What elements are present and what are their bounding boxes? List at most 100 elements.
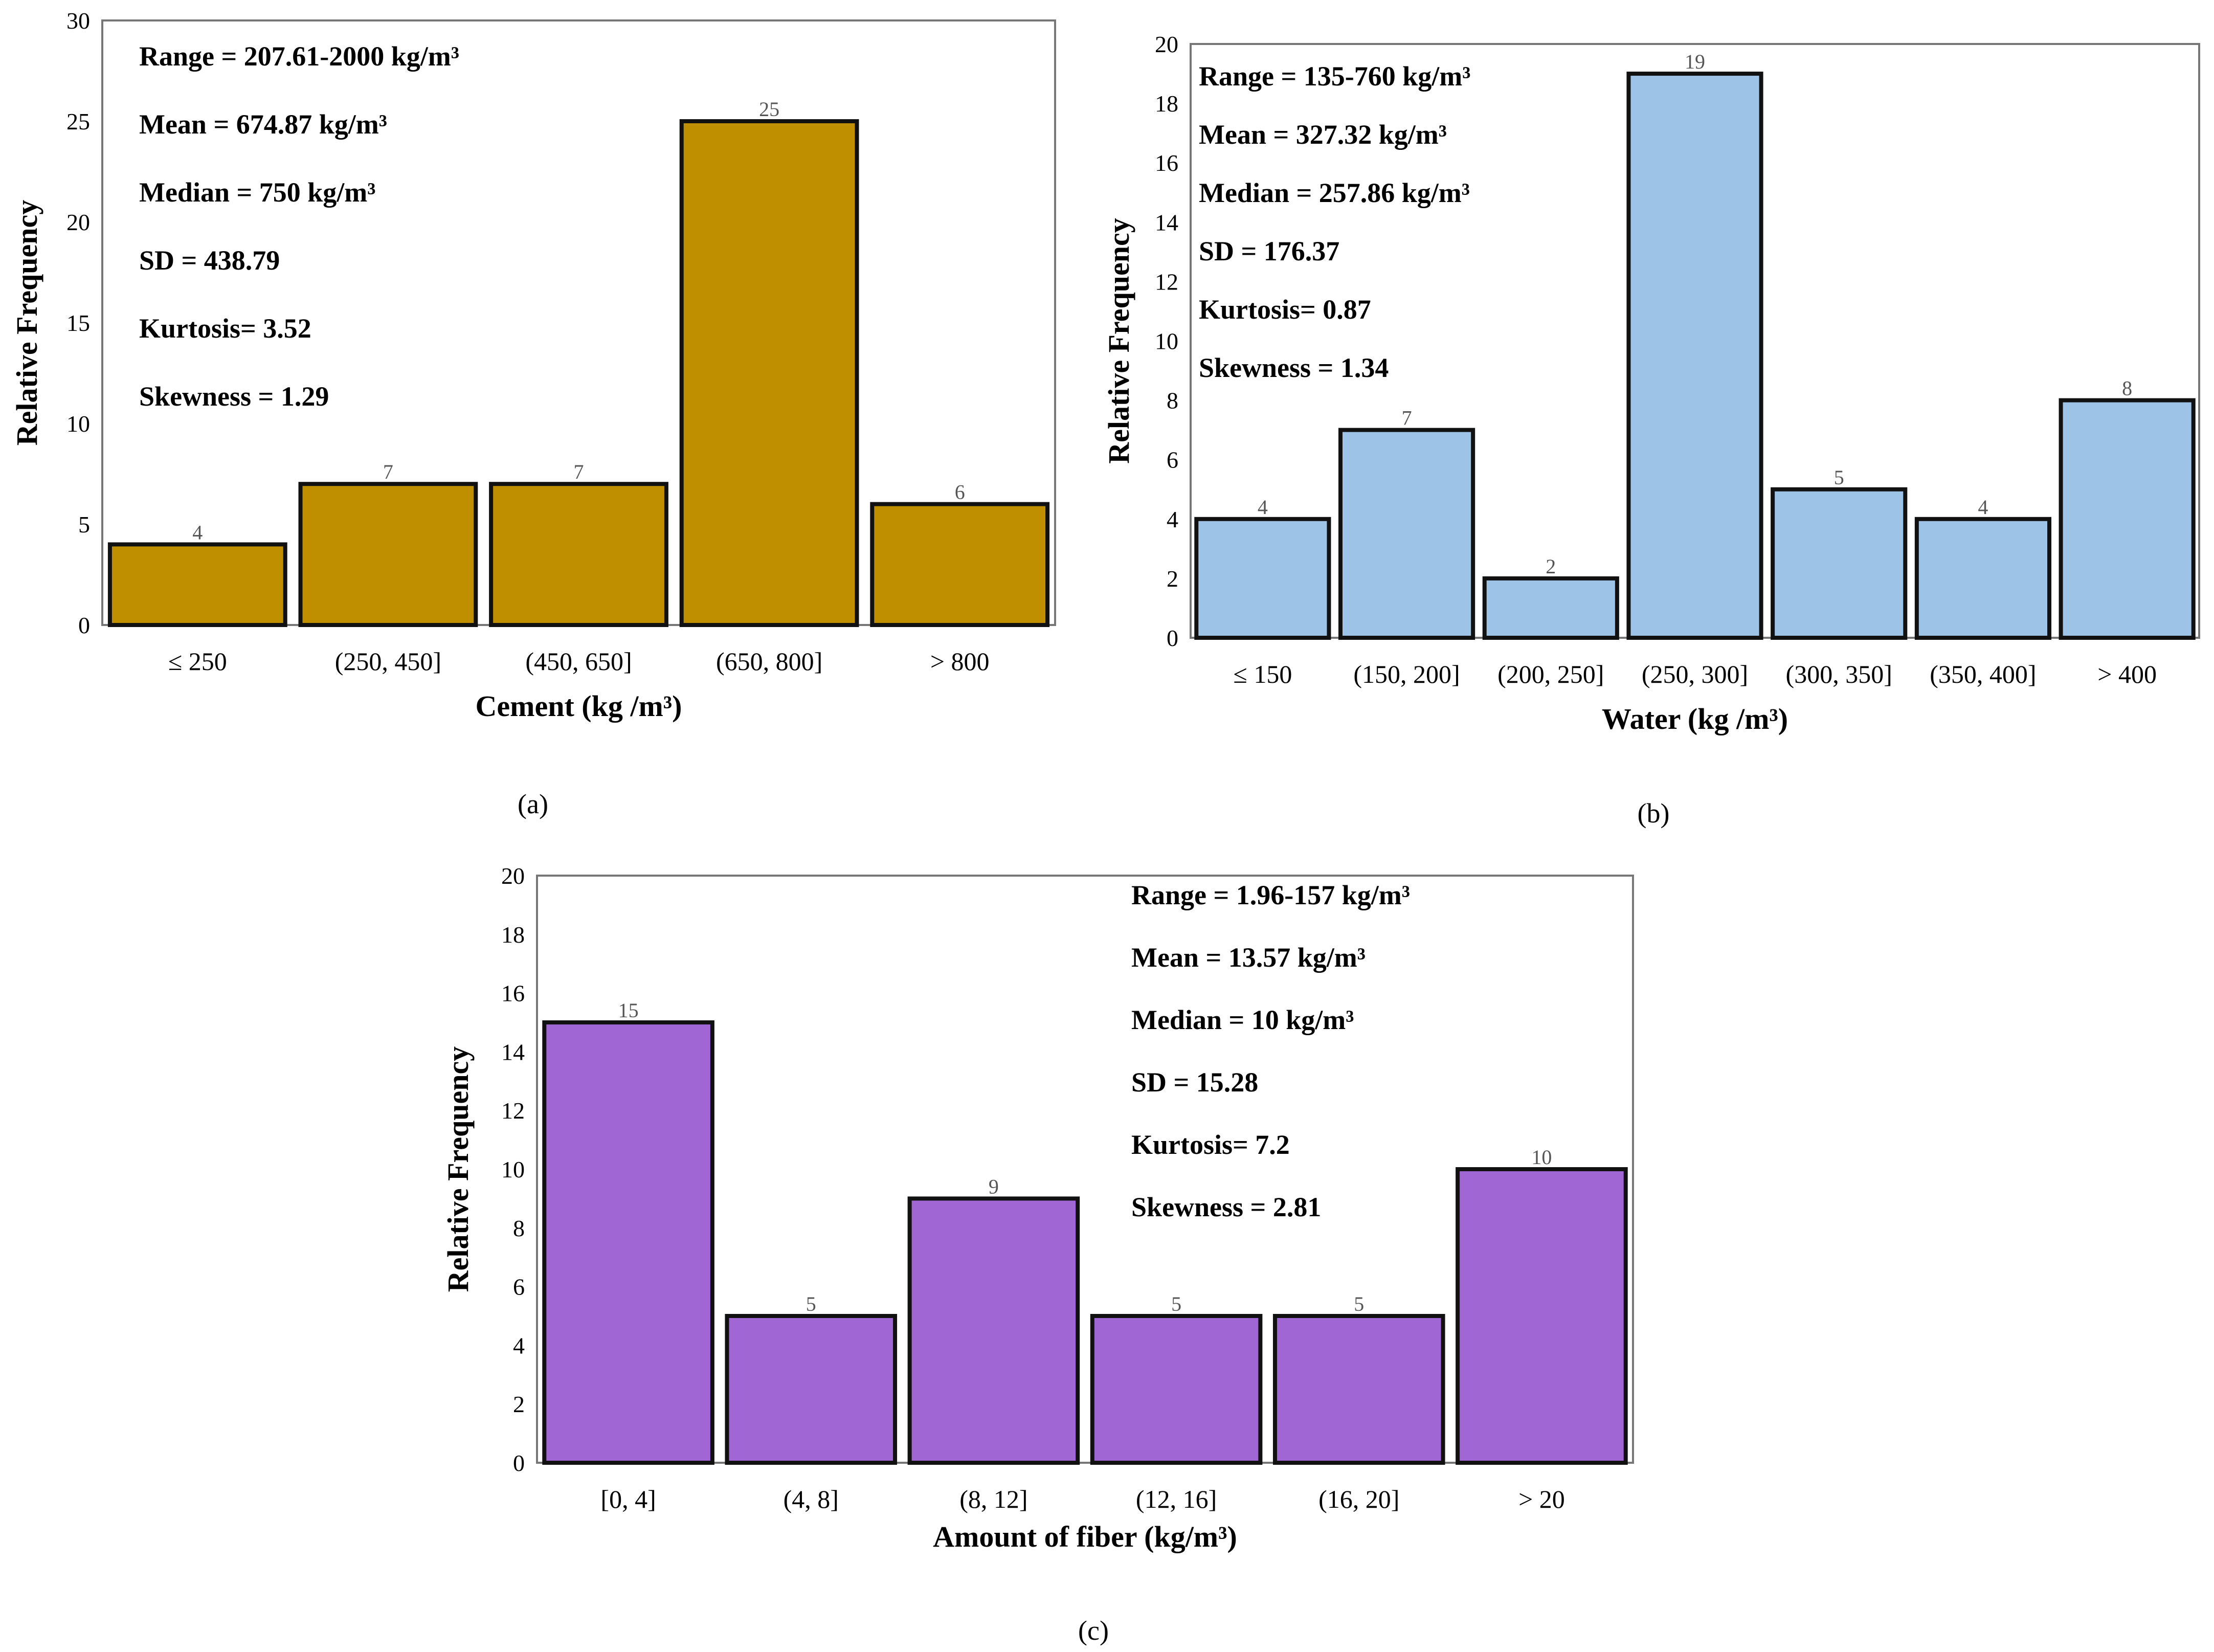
y-tick-label: 0 (513, 1450, 525, 1476)
x-category-label: > 20 (1518, 1485, 1565, 1513)
panel-label: (c) (1078, 1615, 1109, 1646)
x-axis-title: Water (kg /m³) (1602, 702, 1788, 735)
chart-fiber-histogram: 0 2 4 6 8 10 12 14 16 18 20 15 [0, 4] 5 (4, 8] 9 (8, 12]… (441, 863, 1634, 1646)
panel-label: (b) (1638, 798, 1670, 829)
stat-annotation: Median = 257.86 kg/m³ (1199, 177, 1470, 208)
chart-cement-histogram: 0 5 10 15 20 25 30 4 ≤ 250 7 (250, 450] 7 (450, 650]… (10, 8, 1056, 819)
bar-value-label: 7 (1402, 407, 1412, 430)
bar-4 (870, 502, 1050, 627)
y-tick-label: 10 (1155, 328, 1178, 354)
y-tick-label: 10 (501, 1156, 525, 1182)
y-tick-label: 4 (513, 1332, 525, 1358)
bar-value-label: 19 (1685, 50, 1705, 73)
y-tick-label: 14 (501, 1039, 525, 1065)
x-category-label: (650, 800] (716, 647, 822, 676)
y-axis-title: Relative Frequency (10, 200, 43, 446)
y-tick-label: 8 (513, 1215, 525, 1241)
y-tick-label: 25 (66, 108, 90, 135)
y-tick-label: 20 (501, 863, 525, 889)
y-tick-label: 2 (513, 1391, 525, 1417)
bar-0 (107, 542, 287, 628)
x-category-label: (250, 450] (335, 647, 441, 676)
stat-annotation: Mean = 327.32 kg/m³ (1199, 119, 1447, 150)
stat-annotation: SD = 176.37 (1199, 236, 1339, 266)
x-category-label: (300, 350] (1786, 660, 1892, 688)
bar-value-label: 7 (383, 460, 393, 483)
stat-annotation: Mean = 674.87 kg/m³ (139, 109, 387, 140)
bar-value-label: 5 (1354, 1292, 1364, 1315)
y-tick-label: 14 (1155, 209, 1178, 235)
bar-value-label: 15 (618, 999, 639, 1022)
y-tick-label: 12 (501, 1098, 525, 1124)
bar-3 (679, 119, 859, 627)
x-axis-title: Amount of fiber (kg/m³) (933, 1520, 1237, 1553)
bar-5 (1456, 1167, 1628, 1465)
y-tick-label: 6 (513, 1274, 525, 1300)
bar-2 (1482, 576, 1619, 640)
x-category-label: (450, 650] (525, 647, 632, 676)
x-category-label: (8, 12] (959, 1485, 1027, 1513)
bar-5 (1914, 517, 2052, 640)
y-tick-label: 15 (66, 310, 90, 336)
stat-annotation: SD = 438.79 (139, 245, 280, 276)
x-category-label: > 400 (2097, 660, 2157, 688)
bar-value-label: 4 (1258, 496, 1268, 519)
y-tick-label: 30 (66, 8, 90, 34)
x-category-label: (16, 20] (1318, 1485, 1399, 1513)
y-axis-title: Relative Frequency (441, 1046, 475, 1292)
stat-annotation: Skewness = 1.34 (1199, 352, 1389, 383)
bar-value-label: 25 (759, 98, 779, 121)
y-tick-label: 0 (78, 612, 90, 638)
x-category-label: [0, 4] (600, 1485, 656, 1513)
x-category-label: ≤ 150 (1233, 660, 1292, 688)
stat-annotation: Skewness = 2.81 (1131, 1192, 1321, 1222)
stat-annotation: Mean = 13.57 kg/m³ (1131, 942, 1366, 973)
stat-annotation: Range = 207.61-2000 kg/m³ (139, 41, 459, 72)
bar-value-label: 5 (1171, 1292, 1181, 1315)
stat-annotation: Kurtosis= 7.2 (1131, 1129, 1290, 1160)
bar-0 (542, 1020, 714, 1465)
y-tick-label: 18 (1155, 91, 1178, 117)
panel-label: (a) (518, 789, 548, 819)
x-category-label: (150, 200] (1353, 660, 1460, 688)
stat-annotation: Kurtosis= 3.52 (139, 313, 311, 344)
stat-annotation: Range = 135-760 kg/m³ (1199, 61, 1470, 92)
y-tick-label: 2 (1167, 566, 1178, 592)
y-tick-label: 20 (66, 209, 90, 235)
y-tick-label: 8 (1167, 388, 1178, 414)
bar-1 (725, 1314, 898, 1465)
x-category-label: (350, 400] (1930, 660, 2036, 688)
y-tick-label: 16 (501, 980, 525, 1007)
x-axis-title: Cement (kg /m³) (476, 689, 682, 723)
x-category-label: (12, 16] (1136, 1485, 1217, 1513)
bar-value-label: 10 (1531, 1146, 1552, 1169)
stat-annotation: Kurtosis= 0.87 (1199, 294, 1371, 325)
bar-0 (1194, 517, 1331, 640)
y-tick-label: 18 (501, 922, 525, 948)
plot-frame (536, 875, 1634, 1464)
x-category-label: (250, 300] (1642, 660, 1748, 688)
bar-4 (1272, 1314, 1445, 1465)
stat-annotation: SD = 15.28 (1131, 1067, 1258, 1098)
y-tick-label: 5 (78, 511, 90, 538)
bar-6 (2059, 398, 2196, 640)
bar-value-label: 5 (806, 1292, 816, 1315)
y-tick-label: 12 (1155, 269, 1178, 295)
bar-value-label: 8 (2122, 377, 2132, 400)
stat-annotation: Median = 750 kg/m³ (139, 177, 375, 208)
bar-value-label: 4 (192, 521, 203, 544)
bar-1 (1338, 428, 1475, 640)
bar-value-label: 2 (1546, 555, 1556, 578)
x-category-label: ≤ 250 (168, 647, 227, 676)
chart-water-histogram: 0 2 4 6 8 10 12 14 16 18 20 4 ≤ 150 7 (150, 200] 2 (200,… (1102, 31, 2200, 829)
stat-annotation: Skewness = 1.29 (139, 381, 329, 412)
y-tick-label: 10 (66, 411, 90, 437)
bar-value-label: 7 (574, 460, 584, 483)
stat-annotation: Median = 10 kg/m³ (1131, 1004, 1354, 1035)
bar-2 (907, 1196, 1080, 1465)
y-tick-label: 0 (1167, 625, 1178, 651)
bar-value-label: 4 (1978, 496, 1988, 519)
x-category-label: > 800 (930, 647, 990, 676)
bar-value-label: 5 (1834, 466, 1844, 489)
